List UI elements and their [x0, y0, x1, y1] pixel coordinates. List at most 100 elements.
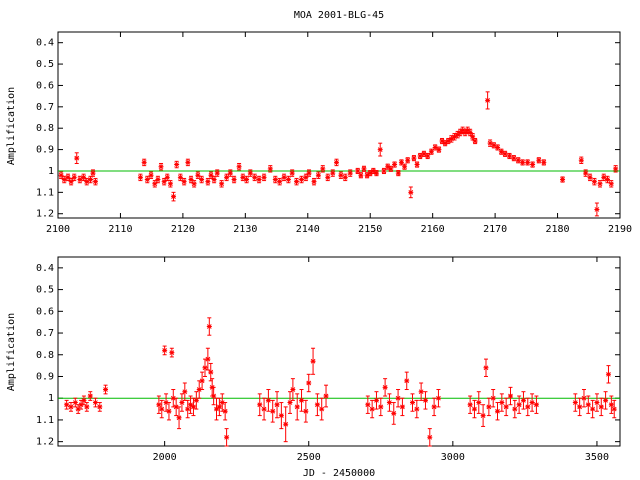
y-tick-label-bottom: 1.1: [36, 415, 54, 426]
marker-top: [373, 170, 379, 176]
y-tick-label-bottom: 1.2: [36, 437, 54, 448]
data-point-bottom: [598, 397, 604, 417]
x-tick-label-top: 2100: [46, 224, 70, 235]
data-point-top: [58, 171, 64, 179]
marker-top: [408, 189, 414, 195]
marker-bottom: [156, 402, 162, 408]
data-point-bottom: [163, 393, 169, 412]
data-point-top: [405, 157, 411, 164]
marker-top: [315, 172, 321, 178]
data-point-bottom: [382, 378, 388, 397]
panel-bottom: 0.4 0.5 0.6 0.7 0.8 0.9 1 1.1 1.2 2000 2500 3000 350…: [6, 256, 621, 479]
data-point-top: [195, 171, 201, 179]
marker-top: [299, 177, 305, 182]
marker-bottom: [414, 406, 420, 412]
data-point-top: [92, 177, 98, 186]
marker-top: [167, 181, 173, 187]
x-tick-label-top: 2130: [233, 224, 257, 235]
marker-top: [144, 177, 150, 182]
y-tick-label-bottom: 1: [48, 393, 54, 404]
marker-bottom: [483, 365, 489, 371]
data-point-bottom: [594, 393, 600, 412]
marker-top: [267, 166, 273, 172]
data-point-top: [525, 159, 531, 166]
x-tick-label-top: 2110: [108, 224, 132, 235]
data-point-top: [515, 157, 521, 164]
data-point-top: [541, 159, 547, 166]
marker-bottom: [605, 371, 611, 377]
data-point-top: [613, 165, 619, 173]
marker-top: [231, 177, 237, 182]
data-point-top: [472, 137, 478, 145]
data-point-top: [164, 173, 170, 182]
data-point-top: [381, 167, 387, 175]
x-tick-label-bottom: 3500: [585, 452, 609, 463]
data-point-top: [141, 158, 147, 167]
data-point-top: [414, 161, 420, 168]
marker-bottom: [490, 395, 496, 401]
marker-top: [224, 175, 230, 180]
data-point-bottom: [216, 397, 222, 417]
marker-top: [90, 170, 96, 176]
marker-bottom: [512, 406, 518, 412]
marker-top: [92, 179, 98, 185]
data-point-bottom: [72, 397, 78, 408]
data-point-bottom: [369, 399, 375, 419]
data-point-bottom: [202, 358, 208, 377]
data-point-bottom: [78, 399, 84, 410]
data-point-bottom: [206, 317, 212, 336]
data-point-top: [219, 180, 225, 188]
marker-bottom: [427, 434, 433, 440]
x-tick-label-bottom: 3000: [441, 452, 465, 463]
data-point-top: [377, 142, 383, 157]
marker-top: [485, 98, 491, 103]
data-point-top: [294, 177, 300, 186]
marker-bottom: [409, 400, 415, 405]
marker-bottom: [594, 400, 600, 405]
marker-top: [421, 151, 427, 157]
marker-top: [195, 172, 201, 178]
marker-top: [155, 177, 161, 182]
data-point-top: [358, 172, 364, 179]
marker-top: [395, 170, 401, 176]
marker-top: [148, 172, 154, 178]
marker-bottom: [323, 393, 329, 399]
data-point-top: [299, 175, 305, 184]
y-tick-label-top: 1.1: [36, 187, 54, 198]
data-point-bottom: [87, 391, 93, 401]
data-point-bottom: [486, 397, 492, 417]
marker-top: [205, 179, 211, 185]
marker-top: [199, 177, 205, 182]
marker-bottom: [294, 404, 300, 410]
marker-top: [502, 151, 508, 157]
data-point-top: [511, 155, 517, 162]
data-point-bottom: [378, 397, 384, 417]
data-point-bottom: [270, 399, 276, 423]
data-point-bottom: [605, 365, 611, 384]
marker-top: [525, 160, 531, 165]
data-point-top: [177, 173, 183, 182]
data-point-bottom: [176, 406, 182, 430]
marker-bottom: [84, 404, 90, 410]
data-point-top: [306, 169, 312, 177]
data-point-top: [240, 173, 246, 182]
data-point-bottom: [156, 395, 162, 414]
data-point-top: [161, 177, 167, 186]
marker-bottom: [590, 406, 596, 412]
marker-bottom: [265, 398, 271, 403]
marker-top: [252, 175, 258, 180]
data-point-bottom: [274, 391, 280, 419]
data-point-bottom: [303, 399, 309, 423]
marker-top: [597, 181, 603, 187]
marker-bottom: [169, 350, 175, 355]
marker-bottom: [476, 400, 482, 405]
marker-top: [171, 194, 177, 199]
data-point-top: [601, 173, 607, 182]
marker-top: [158, 164, 164, 170]
data-point-top: [388, 165, 394, 172]
data-point-bottom: [516, 395, 522, 414]
x-tick-label-top: 2140: [296, 224, 320, 235]
data-point-top: [214, 169, 220, 177]
marker-top: [141, 160, 147, 165]
marker-bottom: [199, 378, 205, 384]
